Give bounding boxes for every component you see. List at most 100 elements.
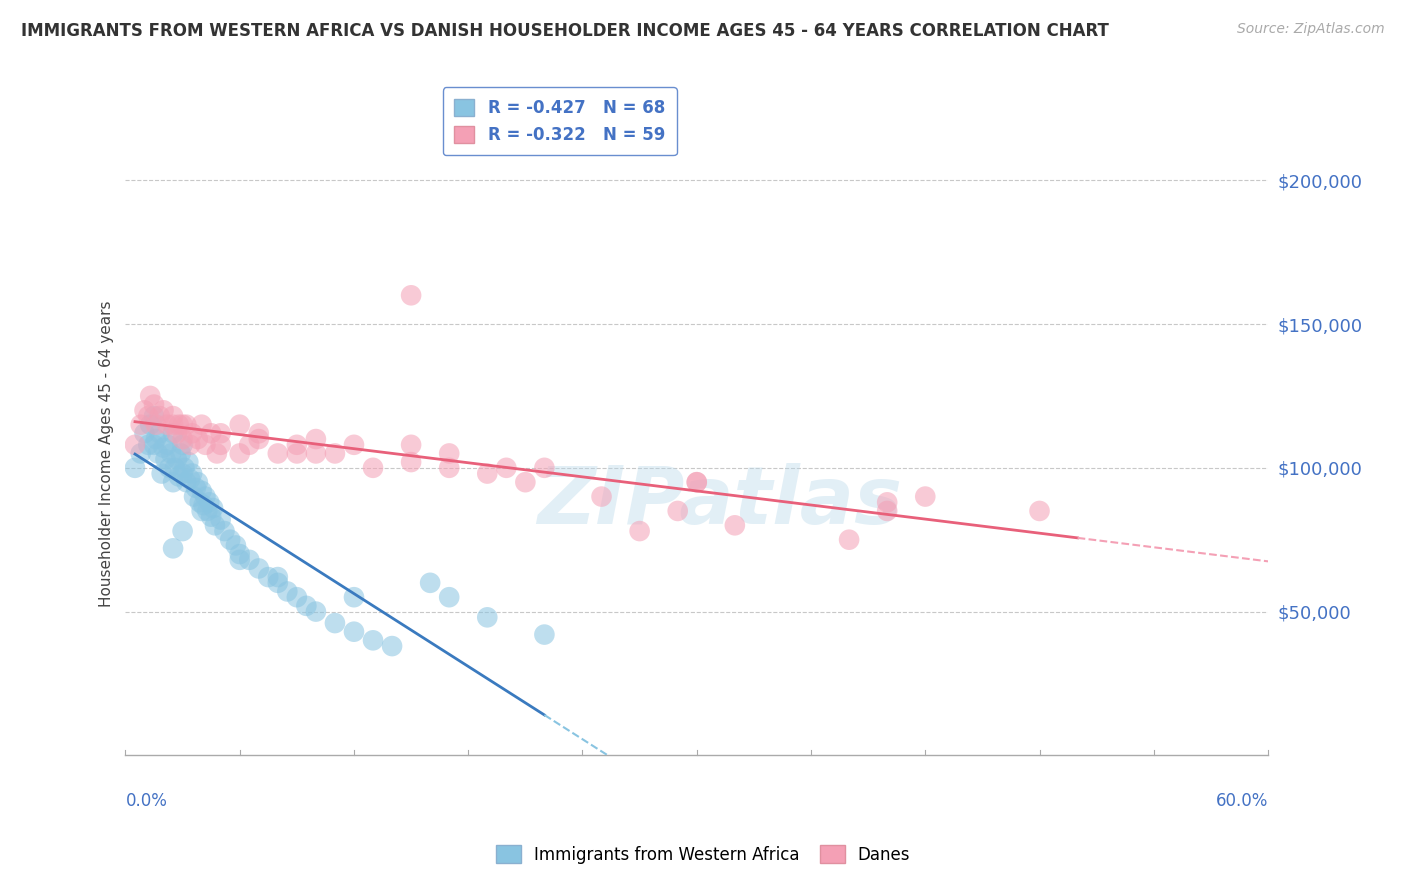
Point — [172, 417, 194, 432]
Point — [229, 547, 252, 561]
Point — [724, 518, 747, 533]
Point — [225, 538, 247, 552]
Point — [187, 432, 209, 446]
Point — [686, 475, 709, 490]
Point — [143, 438, 166, 452]
Point — [305, 446, 328, 460]
Point — [173, 460, 195, 475]
Y-axis label: Householder Income Ages 45 - 64 years: Householder Income Ages 45 - 64 years — [100, 301, 114, 607]
Point — [124, 438, 146, 452]
Point — [229, 553, 252, 567]
Legend: Immigrants from Western Africa, Danes: Immigrants from Western Africa, Danes — [489, 838, 917, 871]
Point — [202, 501, 225, 516]
Point — [267, 570, 290, 584]
Point — [194, 438, 217, 452]
Point — [129, 417, 152, 432]
Point — [591, 490, 613, 504]
Point — [238, 438, 260, 452]
Point — [229, 417, 252, 432]
Point — [295, 599, 318, 613]
Point — [666, 504, 689, 518]
Point — [361, 460, 384, 475]
Point — [238, 553, 260, 567]
Point — [129, 446, 152, 460]
Point — [139, 417, 162, 432]
Point — [172, 524, 194, 538]
Text: ZIPatlas: ZIPatlas — [537, 463, 903, 541]
Point — [149, 426, 172, 441]
Point — [145, 417, 167, 432]
Point — [381, 639, 404, 653]
Point — [188, 495, 211, 509]
Point — [136, 409, 159, 423]
Point — [437, 446, 460, 460]
Point — [139, 389, 162, 403]
Point — [343, 591, 366, 605]
Point — [305, 605, 328, 619]
Point — [361, 633, 384, 648]
Point — [495, 460, 517, 475]
Point — [172, 467, 194, 481]
Point — [181, 426, 204, 441]
Point — [162, 417, 184, 432]
Point — [257, 570, 280, 584]
Point — [838, 533, 860, 547]
Point — [914, 490, 936, 504]
Point — [176, 417, 198, 432]
Point — [247, 426, 270, 441]
Point — [152, 441, 174, 455]
Point — [628, 524, 651, 538]
Point — [193, 498, 215, 512]
Text: 0.0%: 0.0% — [125, 791, 167, 810]
Point — [200, 509, 222, 524]
Point — [876, 495, 898, 509]
Point — [172, 438, 194, 452]
Point — [162, 475, 184, 490]
Point — [267, 575, 290, 590]
Point — [181, 467, 204, 481]
Point — [343, 624, 366, 639]
Point — [194, 490, 217, 504]
Point — [285, 438, 308, 452]
Point — [305, 432, 328, 446]
Point — [209, 438, 232, 452]
Point — [149, 409, 172, 423]
Point — [247, 561, 270, 575]
Point — [876, 504, 898, 518]
Point — [437, 460, 460, 475]
Point — [160, 446, 183, 460]
Point — [1028, 504, 1050, 518]
Point — [187, 475, 209, 490]
Point — [247, 432, 270, 446]
Text: IMMIGRANTS FROM WESTERN AFRICA VS DANISH HOUSEHOLDER INCOME AGES 45 - 64 YEARS C: IMMIGRANTS FROM WESTERN AFRICA VS DANISH… — [21, 22, 1109, 40]
Point — [167, 469, 190, 483]
Point — [205, 446, 228, 460]
Point — [686, 475, 709, 490]
Point — [136, 438, 159, 452]
Point — [285, 591, 308, 605]
Point — [162, 426, 184, 441]
Point — [399, 288, 422, 302]
Point — [214, 524, 236, 538]
Point — [145, 432, 167, 446]
Point — [166, 452, 188, 467]
Point — [146, 446, 169, 460]
Point — [183, 490, 205, 504]
Point — [143, 398, 166, 412]
Point — [533, 627, 555, 641]
Point — [143, 409, 166, 423]
Text: Source: ZipAtlas.com: Source: ZipAtlas.com — [1237, 22, 1385, 37]
Point — [477, 467, 499, 481]
Point — [419, 575, 441, 590]
Point — [200, 426, 222, 441]
Point — [323, 616, 346, 631]
Point — [176, 475, 198, 490]
Point — [134, 426, 156, 441]
Point — [219, 533, 242, 547]
Point — [285, 446, 308, 460]
Point — [204, 518, 226, 533]
Point — [209, 512, 232, 526]
Point — [195, 504, 218, 518]
Point — [156, 417, 179, 432]
Point — [152, 403, 174, 417]
